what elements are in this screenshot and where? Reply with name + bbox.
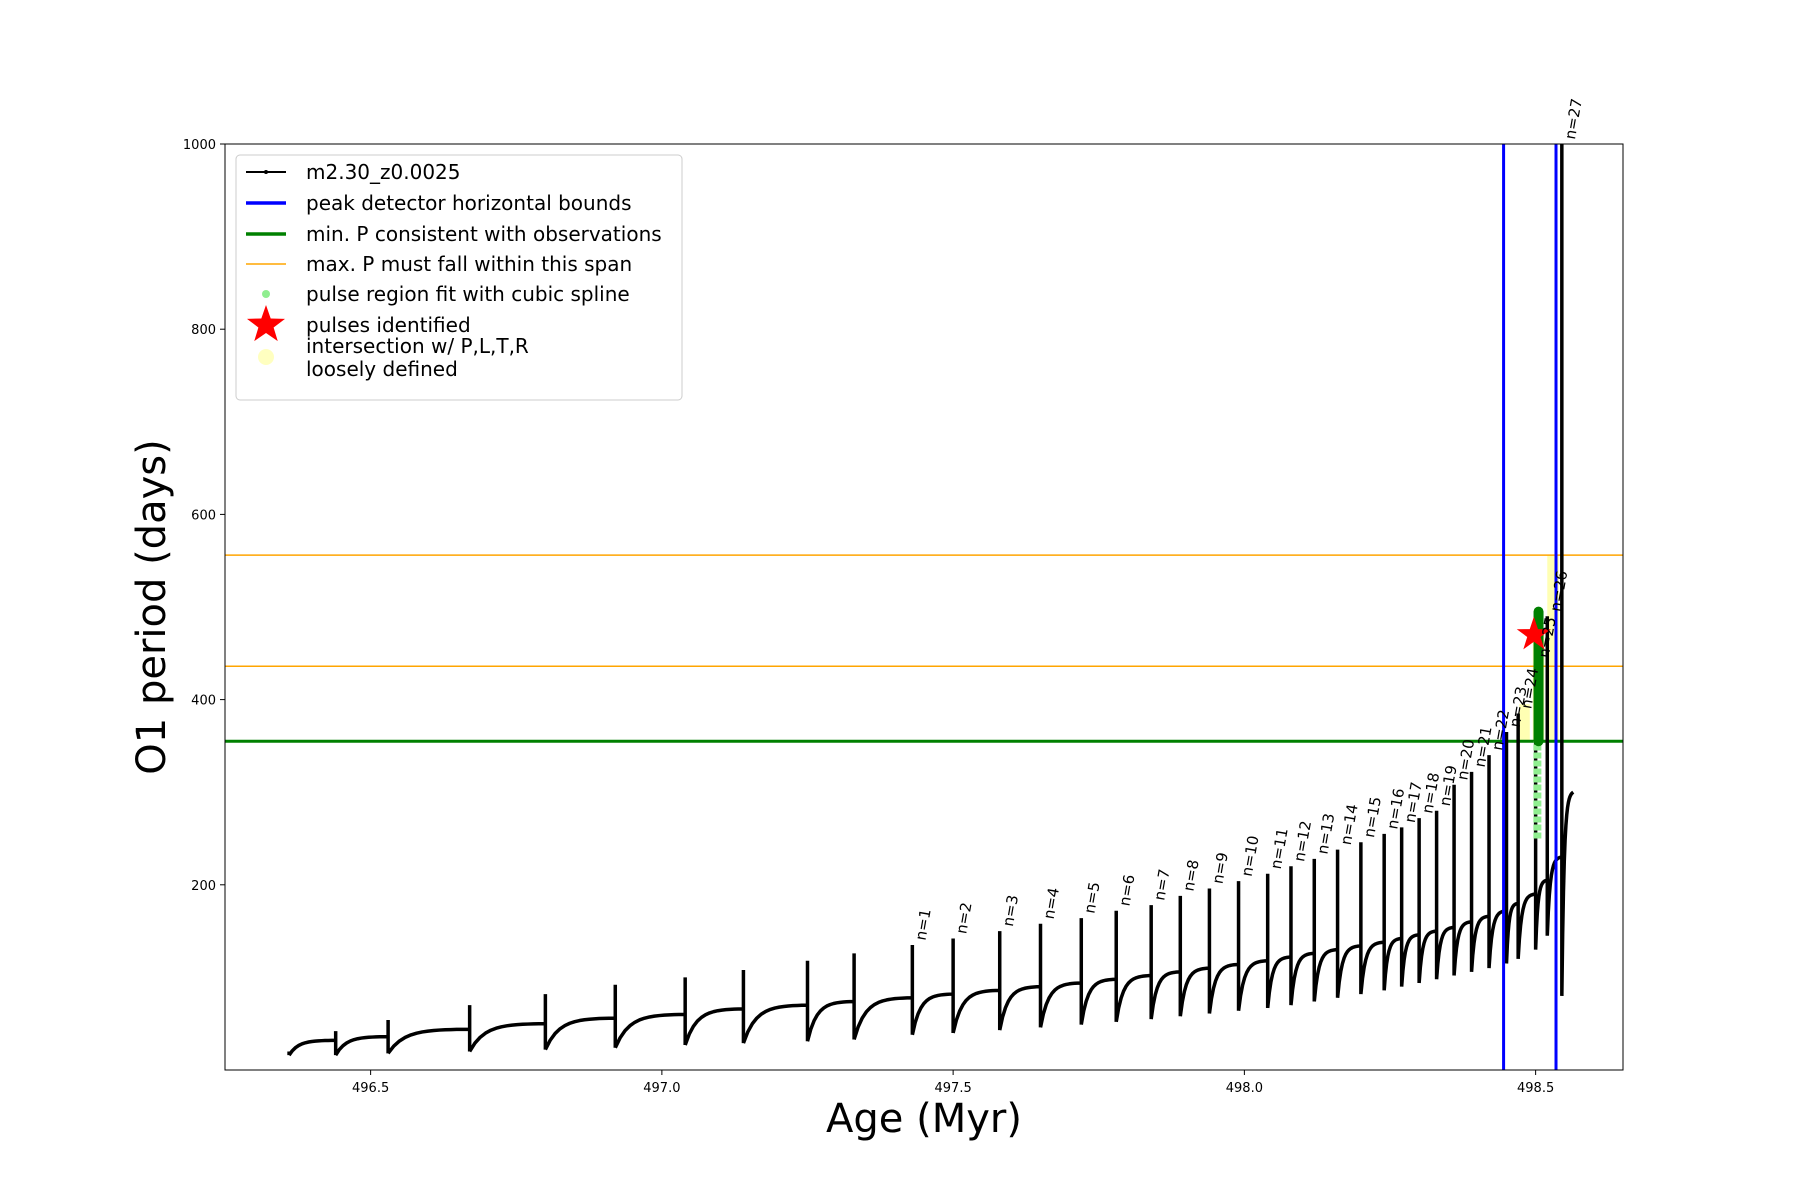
pulse-label: n=1 — [912, 907, 935, 941]
intersection-region — [1547, 555, 1559, 742]
plot-frame — [224, 143, 1624, 1071]
legend-label: peak detector horizontal bounds — [306, 191, 632, 215]
pulse-label: n=14 — [1337, 803, 1362, 847]
y-tick-label: 600 — [191, 508, 216, 523]
legend-swatch-bigdot — [258, 349, 274, 365]
pulse-label: n=13 — [1313, 812, 1338, 856]
pulse-label: n=10 — [1238, 834, 1263, 878]
x-tick-label: 498.0 — [1226, 1081, 1263, 1096]
x-tick-label: 497.0 — [643, 1081, 680, 1096]
pulse-label: n=27 — [1561, 97, 1586, 141]
plot-area — [225, 144, 1623, 1070]
legend-label: max. P must fall within this span — [306, 252, 632, 276]
x-tick-label: 497.5 — [935, 1081, 972, 1096]
legend-box — [235, 154, 683, 401]
pulse-label: n=6 — [1115, 873, 1138, 907]
pulse-label: n=11 — [1267, 827, 1292, 871]
y-tick-label: 400 — [191, 694, 216, 709]
x-tick-label: 496.5 — [352, 1081, 389, 1096]
legend-label: min. P consistent with observations — [306, 222, 662, 246]
pulse-label: n=7 — [1150, 868, 1173, 902]
y-axis-label: O1 period (days) — [129, 439, 175, 774]
legend-swatch-dot — [262, 290, 270, 298]
pulse-label: n=4 — [1040, 886, 1063, 920]
legend-label: intersection w/ P,L,T,R — [306, 334, 529, 358]
legend-label: pulse region fit with cubic spline — [306, 282, 630, 306]
legend-label: pulses identified — [306, 313, 471, 337]
pulse-label: n=3 — [999, 894, 1022, 928]
legend-label: m2.30_z0.0025 — [306, 160, 461, 184]
x-axis-label: Age (Myr) — [826, 1096, 1022, 1142]
identified-pulse-star — [1516, 616, 1551, 650]
intersection-region — [1519, 704, 1530, 742]
y-tick-label: 200 — [191, 879, 216, 894]
pulse-label: n=8 — [1180, 858, 1203, 892]
pulse-label: n=2 — [952, 901, 975, 935]
pulse-label: n=12 — [1290, 819, 1315, 863]
legend-label: loosely defined — [306, 357, 458, 381]
axis-ticks: 496.5 497.0 497.5 498.0 498.5 200 400 600 800 100… — [183, 138, 1554, 1096]
series-line — [287, 144, 1575, 1057]
x-tick-label: 498.5 — [1517, 1081, 1554, 1096]
legend-swatch-star — [246, 305, 286, 342]
pulse-label: n=15 — [1360, 795, 1385, 839]
pulse-annotations: n=1 n=2 n=3 n=4 n=5 n=6 n=7 n=8 n=9 n=10 n=11n=12n… — [912, 97, 1586, 942]
y-tick-label: 800 — [191, 323, 216, 338]
y-tick-label: 1000 — [183, 138, 216, 153]
pulse-label: n=9 — [1209, 851, 1232, 885]
pulse-label: n=5 — [1080, 881, 1103, 915]
legend-marker-series — [264, 170, 268, 174]
